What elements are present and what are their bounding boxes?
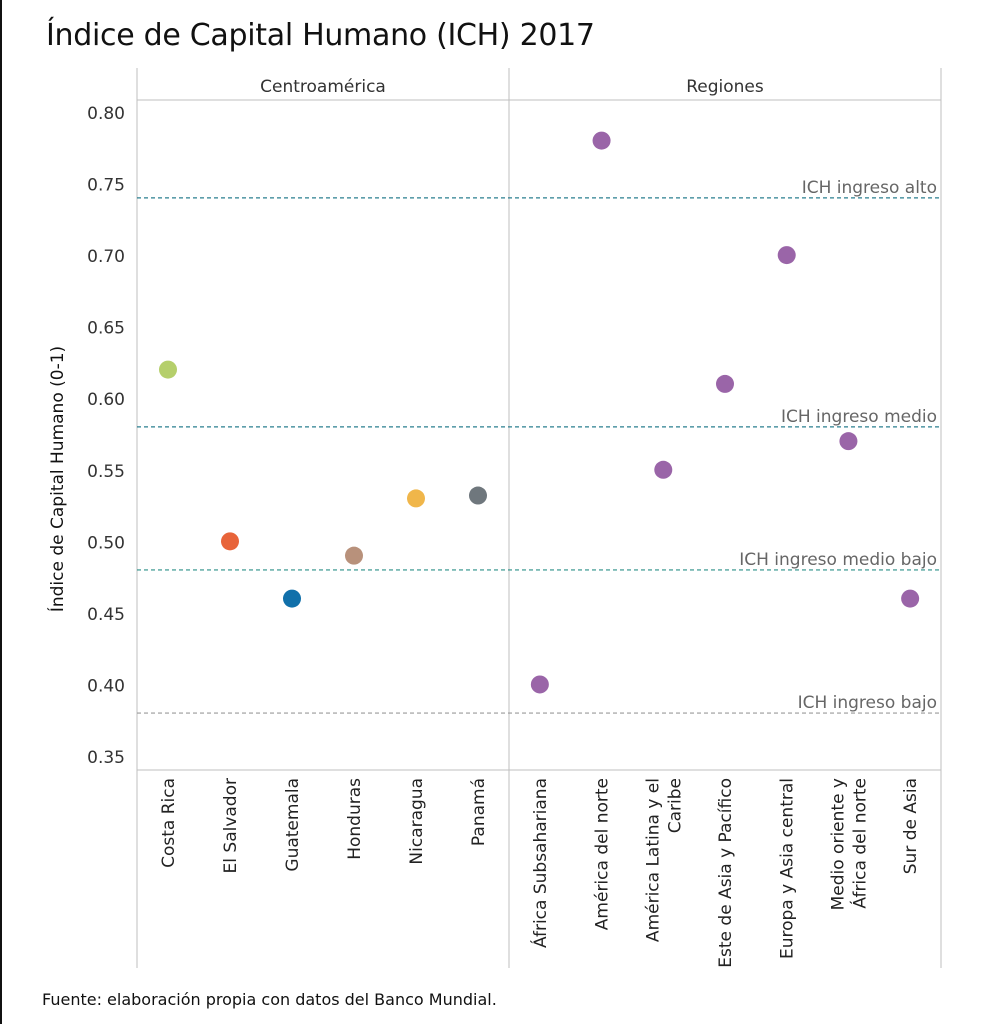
data-point <box>530 675 549 694</box>
y-tick-label: 0.60 <box>87 390 125 410</box>
data-point <box>283 589 301 608</box>
reference-line-label: ICH ingreso medio bajo <box>739 550 937 570</box>
data-point <box>654 460 673 479</box>
x-tick-label-line: América del norte <box>593 778 613 930</box>
y-tick-label: 0.50 <box>87 533 125 553</box>
x-tick-label-line: Costa Rica <box>159 778 179 868</box>
y-tick-label: 0.45 <box>87 605 125 625</box>
y-tick-label: 0.55 <box>87 462 125 482</box>
y-tick-label: 0.70 <box>87 247 125 267</box>
data-point <box>407 489 425 508</box>
source-note: Fuente: elaboración propia con datos del… <box>42 990 497 1009</box>
data-point <box>901 589 920 608</box>
data-point <box>469 486 487 505</box>
reference-line-label: ICH ingreso bajo <box>798 693 937 713</box>
x-tick-label: Este de Asia y Pacífico <box>716 778 736 968</box>
reference-line-label: ICH ingreso alto <box>802 178 937 198</box>
x-tick-label: África Subsahariana <box>529 778 551 948</box>
x-tick-label-line: Europa y Asia central <box>778 778 798 959</box>
reference-line-label: ICH ingreso medio <box>781 407 937 427</box>
x-tick-label: Nicaragua <box>407 778 427 865</box>
x-tick-label-line: Guatemala <box>283 778 303 872</box>
x-tick-label: Europa y Asia central <box>778 778 798 959</box>
y-tick-label: 0.40 <box>87 676 125 696</box>
y-axis-label: Índice de Capital Humano (0-1) <box>46 346 68 612</box>
y-tick-label: 0.75 <box>87 176 125 196</box>
x-axis: Costa Rica El Salvador Guatemala Honduras Ni… <box>159 778 921 968</box>
y-axis: 0.80 0.75 0.70 0.65 0.60 0.55 0.50 0.45 0.40 0.35… <box>46 104 125 768</box>
y-tick-label: 0.80 <box>87 104 125 124</box>
x-tick-label-line: África del norte <box>848 778 870 909</box>
x-tick-label: Sur de Asia <box>901 778 921 874</box>
x-tick-label-line: Medio oriente y <box>828 778 848 910</box>
data-point <box>839 432 858 451</box>
x-tick-label: Panamá <box>469 778 489 846</box>
panel-header: Regiones <box>686 77 764 97</box>
x-tick-label: Costa Rica <box>159 778 179 868</box>
x-tick-label-line: Panamá <box>469 778 489 846</box>
chart-title: Índice de Capital Humano (ICH) 2017 <box>46 18 595 53</box>
chart-frame <box>136 68 942 968</box>
data-point <box>345 546 363 565</box>
x-tick-label-line: Este de Asia y Pacífico <box>716 778 736 968</box>
x-tick-label-line: Sur de Asia <box>901 778 921 874</box>
y-tick-label: 0.35 <box>87 748 125 768</box>
panel-header: Centroamérica <box>260 77 386 97</box>
data-point <box>221 532 239 551</box>
x-tick-label-line: Nicaragua <box>407 778 427 865</box>
data-point <box>592 131 611 150</box>
x-tick-label-line: El Salvador <box>221 778 241 873</box>
reference-lines: ICH ingreso alto ICH ingreso medio ICH ing… <box>137 178 941 714</box>
x-tick-label: Medio oriente y África del norte <box>828 778 870 910</box>
x-tick-label: Guatemala <box>283 778 303 872</box>
x-tick-label-line: Honduras <box>345 778 365 860</box>
x-tick-label: América del norte <box>593 778 613 930</box>
x-tick-label: Honduras <box>345 778 365 860</box>
y-tick-label: 0.65 <box>87 319 125 339</box>
data-point <box>716 374 734 393</box>
data-point <box>159 360 177 379</box>
x-tick-label: América Latina y el Caribe <box>643 778 685 942</box>
x-tick-label-line: América Latina y el <box>643 778 663 942</box>
data-point <box>777 246 796 265</box>
scatter-chart: Centroamérica Regiones 0.800.750.700.650.… <box>46 68 942 968</box>
x-tick-label: El Salvador <box>221 778 241 873</box>
x-tick-label-line: África Subsahariana <box>529 778 551 948</box>
left-border <box>0 0 2 1024</box>
x-tick-label-line: Caribe <box>665 778 685 833</box>
data-points <box>159 131 920 694</box>
panel-headers: Centroamérica Regiones <box>260 77 764 97</box>
